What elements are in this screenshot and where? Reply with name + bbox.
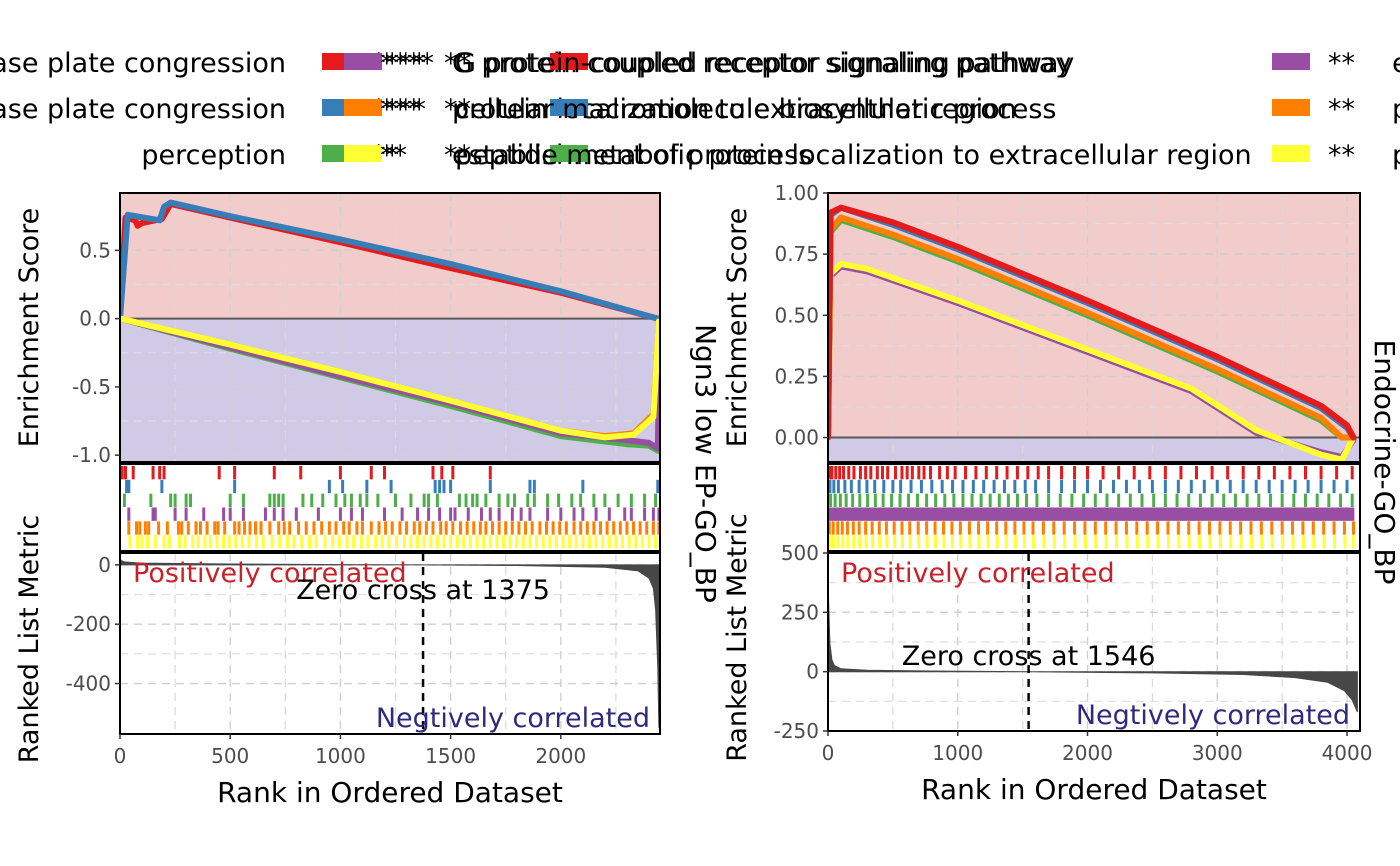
es-line-red: [120, 200, 660, 322]
panel-border: [827, 552, 1361, 732]
y-tick-label: -200: [66, 612, 111, 636]
legend-key-yellow: [344, 145, 382, 162]
legend-key-red: [550, 53, 588, 70]
panel-border: [119, 552, 661, 735]
es-line-yellow: [828, 260, 1357, 462]
y-tick-label: -1.0: [72, 443, 111, 467]
es-y-axis-label: Enrichment Score: [14, 208, 45, 448]
legend-label: p: [1392, 140, 1400, 171]
legend-significance: **: [444, 140, 471, 171]
hits-panel: [120, 466, 660, 549]
x-tick-label: 1000: [315, 744, 366, 768]
legend-significance: **: [444, 94, 471, 125]
legend-significance: **: [1328, 94, 1355, 125]
legend-significance: **: [1328, 48, 1355, 79]
y-tick-label: 0: [98, 553, 111, 577]
panel-border: [119, 463, 661, 552]
y-tick-label: 0.50: [774, 303, 819, 327]
legend-label: G protein-coupled receptor signaling pat…: [455, 48, 1074, 79]
es-line-yellow: [120, 315, 660, 441]
positively-correlated-label: Positively correlated: [133, 558, 407, 589]
facet-strip-label: Endocrine-GO_BP: [1368, 340, 1400, 585]
legend-label: peptide metabolic process: [455, 140, 812, 171]
y-tick-label: 1.00: [774, 181, 819, 205]
legend-label: cellular macromolecule biosynthetic proc…: [455, 94, 1057, 125]
legend-label: protein localization to extracellular re…: [452, 94, 1017, 125]
positively-correlated-label: Positively correlated: [841, 558, 1115, 589]
x-tick-label: 3000: [1192, 741, 1243, 765]
y-tick-label: 0.5: [79, 238, 111, 262]
metric-panel: [828, 553, 1360, 731]
y-tick-label: 0.0: [79, 307, 111, 331]
x-tick-label: 2000: [1062, 741, 1113, 765]
legend-key-purple: [344, 53, 382, 70]
legend-key-green: [550, 145, 588, 162]
panel-border: [119, 192, 661, 463]
legend-significance: ****: [380, 48, 434, 79]
x-tick-label: 4000: [1322, 741, 1373, 765]
negative-region: [828, 437, 1360, 462]
legend-key-blue: [550, 99, 588, 116]
y-tick-label: 0.00: [774, 426, 819, 450]
legend-label: p: [1392, 94, 1400, 125]
negatively-correlated-label: Negtively correlated: [1076, 700, 1350, 731]
zero-cross-label: Zero cross at 1546: [902, 641, 1156, 672]
y-tick-label: 250: [781, 600, 819, 624]
legend-key-purple: [1272, 53, 1310, 70]
y-tick-label: -0.5: [72, 375, 111, 399]
es-line-blue: [120, 199, 660, 322]
legend-key-yellow: [1272, 145, 1310, 162]
x-tick-label: 0: [114, 744, 127, 768]
metric-panel: [120, 553, 660, 734]
hits-panel: [828, 466, 1356, 549]
legend-key-orange: [344, 99, 382, 116]
x-tick-label: 2000: [535, 744, 586, 768]
es-line-red: [828, 204, 1357, 441]
negatively-correlated-label: Negtively correlated: [376, 703, 650, 734]
facet-strip-label: Ngn3 low EP-GO_BP: [689, 324, 722, 603]
x-tick-label: 500: [211, 744, 249, 768]
legend-label: metaphase plate congression: [0, 94, 286, 125]
metric-y-axis-label: Ranked List Metric: [14, 515, 45, 764]
y-tick-label: 0: [806, 660, 819, 684]
x-tick-label: 1500: [425, 744, 476, 768]
panel-border: [827, 192, 1361, 463]
legend-label: e: [1392, 48, 1400, 79]
metric-y-axis-label: Ranked List Metric: [722, 513, 753, 762]
legend-label: perception: [141, 140, 286, 171]
y-tick-label: 500: [781, 541, 819, 565]
y-tick-label: 0.25: [774, 364, 819, 388]
x-axis-label: Rank in Ordered Dataset: [217, 776, 563, 809]
legend-significance: **: [444, 48, 471, 79]
enrichment-panel: [120, 193, 660, 462]
x-tick-label: 0: [822, 741, 835, 765]
y-tick-label: 0.75: [774, 242, 819, 266]
panel-border: [827, 463, 1361, 552]
legend-label: metaphase plate congression: [0, 48, 286, 79]
es-line-orange: [828, 214, 1357, 441]
legend-key-orange: [1272, 99, 1310, 116]
legend-significance: **: [1328, 140, 1355, 171]
legend-significance: ***: [380, 94, 421, 125]
legend-significance: **: [380, 140, 407, 171]
x-axis-label: Rank in Ordered Dataset: [921, 773, 1267, 806]
enrichment-panel: [828, 193, 1360, 462]
es-y-axis-label: Enrichment Score: [722, 208, 753, 448]
zero-cross-label: Zero cross at 1375: [296, 575, 550, 606]
y-tick-label: -250: [774, 719, 819, 743]
x-tick-label: 1000: [932, 741, 983, 765]
ranked-metric-area: [120, 557, 660, 729]
y-tick-label: -400: [66, 672, 111, 696]
